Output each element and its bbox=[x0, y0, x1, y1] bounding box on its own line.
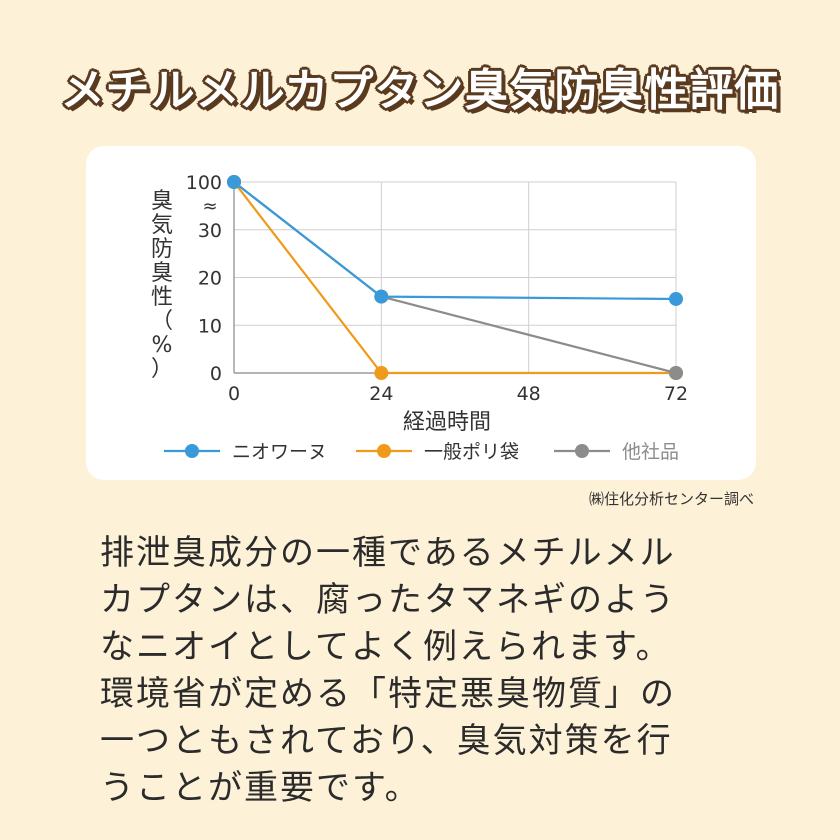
legend-label: 一般ポリ袋 bbox=[424, 441, 519, 463]
description-line: カプタンは、腐ったタマネギのよう bbox=[100, 580, 676, 620]
source-note: ㈱住化分析センター調べ bbox=[588, 490, 754, 508]
description: 排泄臭成分の一種であるメチルメル カプタンは、腐ったタマネギのよう なニオイとし… bbox=[100, 530, 760, 812]
data-point bbox=[669, 291, 683, 306]
legend-marker bbox=[185, 444, 199, 458]
chart: 0 10 20 30 100≈0 24 48 72 経過時間 臭気防臭性（%） ニオワーヌ 一般ポリ袋… bbox=[151, 172, 688, 463]
x-tick-label: 72 bbox=[664, 383, 688, 405]
data-point bbox=[374, 366, 389, 380]
data-point bbox=[669, 366, 683, 380]
y-tick-label: 10 bbox=[198, 315, 222, 337]
legend-label: ニオワーヌ bbox=[232, 441, 327, 463]
x-tick-label: 0 bbox=[228, 383, 240, 405]
x-tick-label: 48 bbox=[517, 383, 541, 405]
series-line bbox=[233, 181, 677, 301]
x-tick-label: 24 bbox=[369, 383, 393, 405]
y-tick-label: 30 bbox=[198, 220, 222, 242]
description-line: うことが重要です。 bbox=[100, 768, 421, 808]
description-line: 排泄臭成分の一種であるメチルメル bbox=[100, 533, 676, 573]
x-axis-label: 経過時間 bbox=[403, 410, 491, 435]
y-tick-label: 100 bbox=[186, 172, 222, 194]
legend-marker bbox=[377, 444, 391, 458]
legend-marker bbox=[575, 444, 589, 458]
data-point bbox=[227, 175, 241, 189]
data-point bbox=[374, 289, 389, 304]
y-axis-label: 臭気防臭性（%） bbox=[151, 189, 173, 382]
description-line: なニオイとしてよく例えられます。 bbox=[100, 627, 672, 667]
legend-label: 他社品 bbox=[622, 441, 679, 463]
description-line: 一つともされており、臭気対策を行 bbox=[100, 721, 673, 761]
y-tick-label: 20 bbox=[198, 268, 222, 290]
axis-break-mark: ≈ bbox=[202, 196, 217, 217]
title-container: メチルメルカプタン臭気防臭性評価 bbox=[0, 54, 840, 118]
y-tick-label: 0 bbox=[210, 363, 222, 385]
description-line: 環境省が定める「特定悪臭物質」の bbox=[100, 674, 676, 714]
chart-card: 0 10 20 30 100 ≈0 24 48 72 経過時間 臭気防臭性（%） ニオワーヌ 一般ポリ袋… bbox=[86, 146, 756, 480]
page-title: メチルメルカプタン臭気防臭性評価 bbox=[60, 65, 780, 116]
